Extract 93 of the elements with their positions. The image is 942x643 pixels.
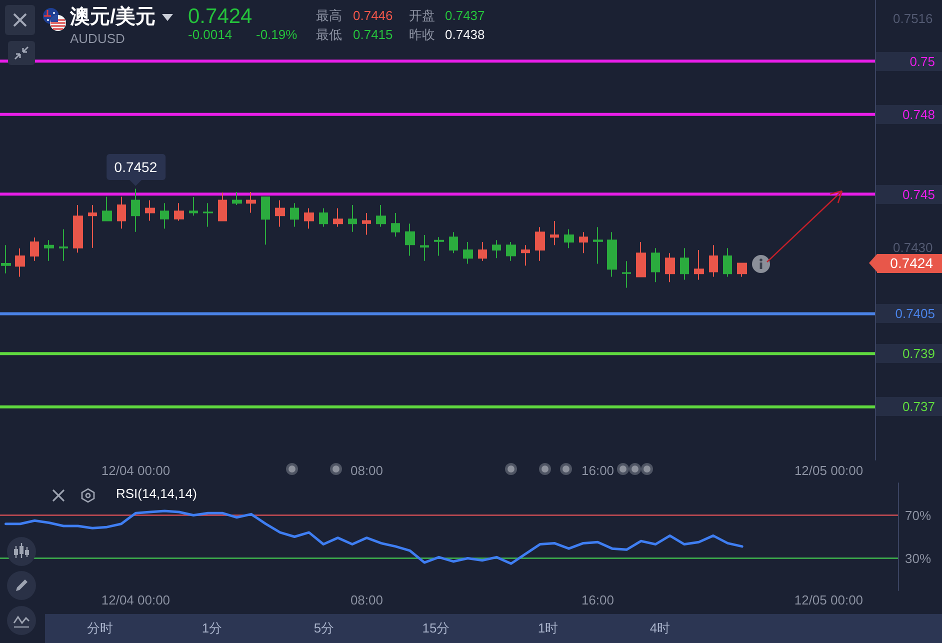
- candlestick: [117, 196, 126, 230]
- candlestick: [492, 240, 501, 259]
- candlestick: [680, 248, 689, 280]
- annotation: 0.7415: [353, 27, 393, 42]
- text: 1分: [202, 620, 222, 636]
- y-tick-label: 0.7516: [893, 11, 933, 26]
- candlestick: [550, 220, 559, 246]
- candlestick: [478, 241, 487, 262]
- ref-line-label: 0.75: [876, 52, 942, 71]
- candlestick: [694, 249, 704, 280]
- candlestick: [376, 204, 386, 228]
- candlestick: [607, 232, 617, 278]
- candlestick: [405, 223, 415, 256]
- candlestick: [622, 260, 631, 288]
- x-tick-label: 16:00: [581, 592, 614, 608]
- x-tick-label: 12/05 00:00: [794, 463, 864, 478]
- candlestick: [564, 228, 574, 249]
- annotation: 0.7438: [445, 27, 485, 42]
- line-series: [4, 510, 744, 565]
- candlestick: [319, 208, 328, 228]
- ref-line-label: 0.737: [876, 397, 942, 416]
- candlestick: [593, 226, 603, 264]
- x-tick-label: 08:00: [350, 592, 383, 608]
- candlestick: [1, 244, 11, 274]
- candlestick: [434, 236, 444, 256]
- candlestick: [232, 191, 242, 206]
- candlestick: [44, 240, 54, 262]
- candlestick: [246, 191, 256, 214]
- candlestick: [290, 202, 299, 228]
- annotation: -0.0014: [188, 27, 232, 42]
- candlestick: [15, 248, 25, 278]
- candlestick: [723, 248, 732, 278]
- x-tick-label: 12/04 00:00: [101, 463, 170, 478]
- candlestick: [189, 196, 198, 216]
- annotation: 0.7424: [188, 5, 252, 28]
- candlestick: [275, 200, 285, 228]
- candlestick: [59, 228, 68, 262]
- candlestick: [304, 208, 314, 230]
- candlestick: [579, 232, 588, 254]
- candlestick: [535, 226, 545, 262]
- x-tick-label: 12/05 00:00: [794, 592, 864, 608]
- x-tick-label: 16:00: [582, 463, 614, 478]
- candlestick: [348, 204, 357, 232]
- y-tick-label: 70%: [905, 508, 932, 523]
- candlestick: [506, 241, 516, 262]
- candlestick: [665, 252, 675, 283]
- text: AUDUSD: [70, 31, 125, 46]
- candlestick: [88, 204, 97, 248]
- x-tick-label: 12/04 00:00: [101, 592, 170, 608]
- annotation: 昨收: [409, 27, 435, 42]
- chart-title: RSI(14,14,14): [116, 486, 197, 501]
- candlestick: [145, 200, 155, 222]
- annotation: 0.7446: [353, 8, 393, 23]
- annotation: 0.7437: [445, 8, 485, 23]
- annotation: 0.7452: [106, 154, 166, 180]
- candlestick: [174, 202, 184, 222]
- ref-line-label: 0.739: [876, 344, 942, 364]
- candlestick: [449, 232, 458, 254]
- annotation: -0.19%: [256, 27, 298, 42]
- candlestick: [333, 208, 343, 228]
- candlestick: [102, 196, 112, 222]
- x-tick-label: 08:00: [350, 463, 384, 478]
- text: 4时: [650, 620, 670, 636]
- candlestick: [463, 241, 473, 264]
- candlestick: [160, 202, 169, 230]
- candlestick: [521, 244, 530, 266]
- annotation: 最高: [316, 8, 342, 23]
- candlestick: [420, 234, 429, 262]
- candlestick: [737, 262, 747, 278]
- candlestick: [30, 236, 39, 262]
- annotation: 最低: [316, 27, 342, 42]
- candlestick: [203, 202, 213, 228]
- text: 5分: [314, 620, 334, 636]
- candlestick: [261, 196, 270, 246]
- text: 15分: [422, 620, 450, 636]
- candlestick: [636, 241, 646, 278]
- candlestick: [391, 212, 400, 238]
- candlestick: [73, 204, 83, 254]
- candlestick: [131, 188, 140, 232]
- chart-title: 澳元/美元: [69, 5, 156, 28]
- annotation: 开盘: [409, 8, 435, 23]
- candlestick: [362, 212, 371, 236]
- text: 分时: [87, 620, 113, 636]
- y-tick-label: 30%: [905, 550, 932, 566]
- candlestick: [651, 248, 660, 283]
- candlestick: [709, 244, 718, 278]
- ref-line-label: 0.7405: [876, 304, 942, 324]
- y-tick-label: 0.7430: [893, 240, 933, 255]
- ref-line-label: 0.745: [876, 184, 942, 204]
- text: 0.7424: [877, 254, 942, 273]
- text: 1时: [538, 620, 558, 636]
- candlestick: [218, 192, 227, 222]
- ref-line-label: 0.748: [876, 104, 942, 124]
